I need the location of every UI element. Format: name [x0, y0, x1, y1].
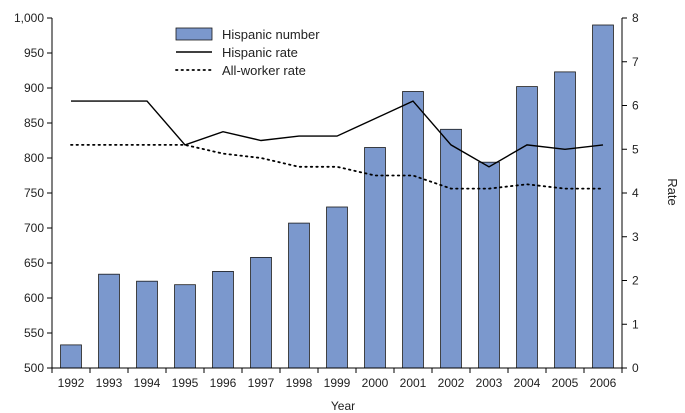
bar-2002 — [440, 128, 462, 369]
left-tick-label: 500 — [24, 361, 44, 375]
bar-1997 — [250, 256, 272, 369]
bar-1998 — [288, 222, 310, 369]
right-tick-label: 1 — [632, 317, 639, 331]
legend-label: All-worker rate — [222, 63, 306, 78]
legend: Hispanic number Hispanic rate All-worker r… — [175, 27, 320, 78]
left-tick-label: 650 — [24, 256, 44, 270]
bar-1999 — [326, 206, 348, 369]
tick-labels: 500 550 600 650 700 750 800 850 900 950 1,000 0 1 2 3 4… — [14, 11, 639, 390]
right-tick-label: 5 — [632, 142, 639, 156]
right-tick-label: 0 — [632, 361, 639, 375]
x-tick-label: 1995 — [172, 376, 199, 390]
x-tick-label: 1996 — [210, 376, 237, 390]
right-tick-label: 2 — [632, 274, 639, 288]
right-tick-label: 8 — [632, 11, 639, 25]
legend-swatch-bar — [175, 27, 213, 41]
bar-1994 — [136, 280, 158, 369]
x-tick-label: 2003 — [476, 376, 503, 390]
left-tick-label: 1,000 — [14, 11, 44, 25]
bar-1996 — [212, 270, 234, 369]
left-tick-label: 900 — [24, 81, 44, 95]
line-series — [70, 100, 604, 190]
x-tick-label: 1992 — [58, 376, 85, 390]
left-tick-label: 950 — [24, 46, 44, 60]
x-axis-label: Year — [331, 399, 355, 413]
right-tick-label: 6 — [632, 99, 639, 113]
bar-2006 — [592, 24, 614, 369]
left-tick-label: 800 — [24, 151, 44, 165]
left-tick-label: 600 — [24, 291, 44, 305]
right-tick-label: 4 — [632, 186, 639, 200]
legend-label: Hispanic rate — [222, 45, 298, 60]
bar-2003 — [478, 161, 500, 369]
axes — [47, 17, 627, 373]
bar-2005 — [554, 71, 576, 369]
line-all-worker-rate — [70, 143, 604, 190]
bar-1995 — [174, 284, 196, 369]
line-hispanic-rate — [71, 100, 604, 168]
left-tick-label: 850 — [24, 116, 44, 130]
right-axis-label: Rate — [665, 178, 680, 205]
legend-label: Hispanic number — [222, 27, 320, 42]
bar-2000 — [364, 147, 386, 369]
bar-2001 — [402, 91, 424, 369]
x-tick-label: 1997 — [248, 376, 275, 390]
bar-1992 — [60, 344, 82, 369]
x-tick-label: 2000 — [362, 376, 389, 390]
bar-2004 — [516, 86, 538, 369]
x-tick-label: 2004 — [514, 376, 541, 390]
left-tick-label: 550 — [24, 326, 44, 340]
x-tick-label: 2001 — [400, 376, 427, 390]
x-tick-label: 2002 — [438, 376, 465, 390]
x-tick-label: 2006 — [590, 376, 617, 390]
left-tick-label: 700 — [24, 221, 44, 235]
x-tick-label: 1998 — [286, 376, 313, 390]
x-tick-label: 2005 — [552, 376, 579, 390]
x-tick-label: 1994 — [134, 376, 161, 390]
bar-1993 — [98, 273, 120, 369]
bar-series — [60, 24, 614, 369]
right-tick-label: 3 — [632, 230, 639, 244]
x-tick-label: 1993 — [96, 376, 123, 390]
left-tick-label: 750 — [24, 186, 44, 200]
right-tick-label: 7 — [632, 55, 639, 69]
x-tick-label: 1999 — [324, 376, 351, 390]
